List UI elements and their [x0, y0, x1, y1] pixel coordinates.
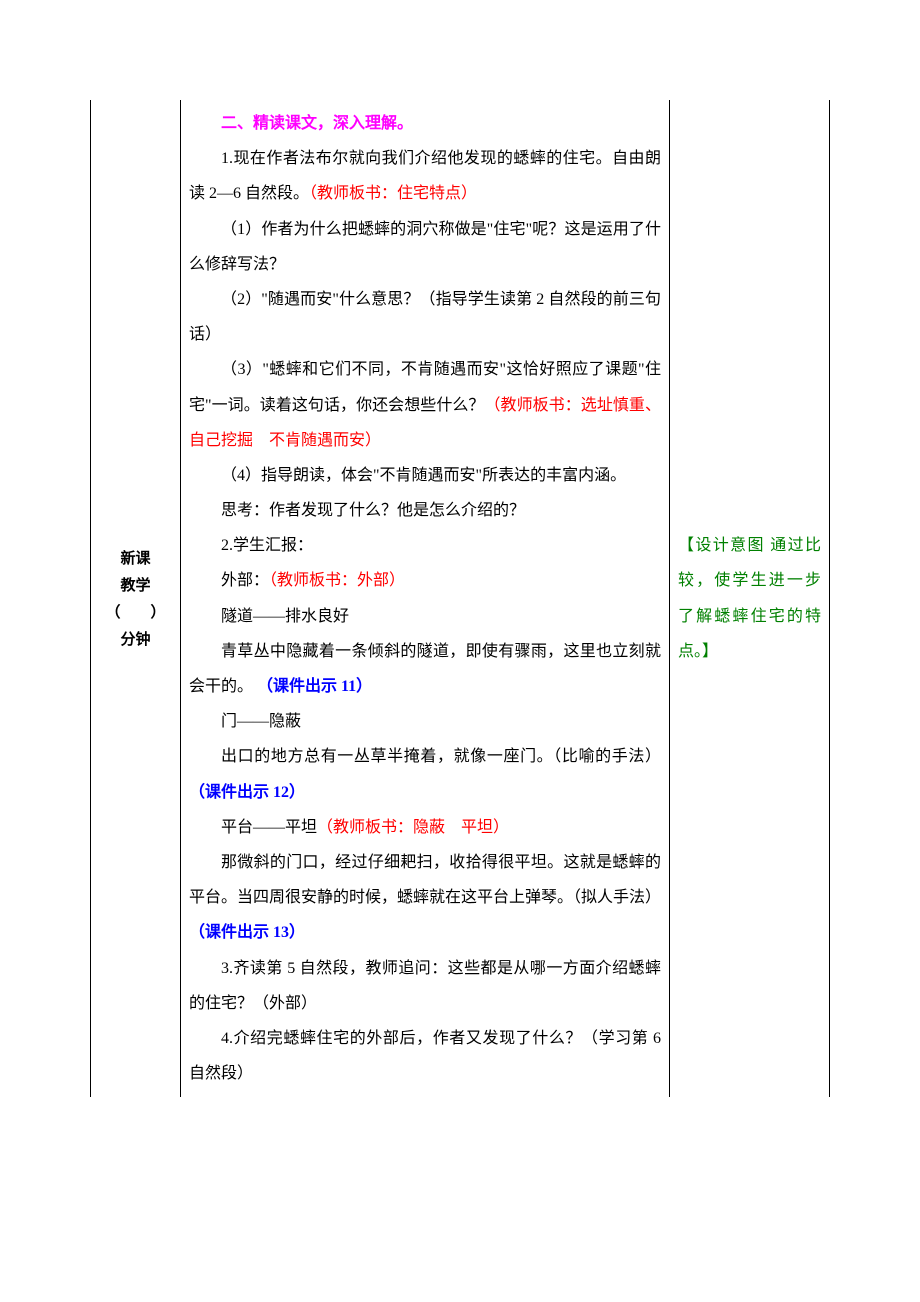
board-note: （教师板书：隐蔽 平坦）	[317, 819, 509, 836]
content-cell: 二、精读课文，深入理解。 1.现在作者法布尔就向我们介绍他发现的蟋蟀的住宅。自由…	[181, 100, 670, 1097]
question-item: （1）作者为什么把蟋蟀的洞穴称做是"住宅"呢？这是运用了什么修辞写法？	[189, 212, 661, 282]
board-note: （教师板书：外部）	[269, 572, 405, 589]
section-heading: 二、精读课文，深入理解。	[189, 106, 661, 141]
question-item: （3）"蟋蟀和它们不同，不肯随遇而安"这恰好照应了课题"住宅"一词。读着这句话，…	[189, 352, 661, 458]
lesson-plan-table: 新课 教学 （ ） 分钟 二、精读课文，深入理解。 1.现在作者法布尔就向我们介…	[90, 100, 830, 1097]
slide-ref: （课件出示 11）	[257, 678, 372, 695]
stage-line: 分钟	[99, 626, 172, 653]
paragraph: 4.介绍完蟋蟀住宅的外部后，作者又发现了什么？（学习第 6 自然段）	[189, 1021, 661, 1091]
paragraph: 1.现在作者法布尔就向我们介绍他发现的蟋蟀的住宅。自由朗读 2—6 自然段。（教…	[189, 141, 661, 211]
feature-item: 平台——平坦（教师板书：隐蔽 平坦）	[189, 810, 661, 845]
heading-text: 二、精读课文，深入理解。	[221, 115, 413, 132]
stage-line: 新课	[99, 545, 172, 572]
feature-desc: 青草丛中隐藏着一条倾斜的隧道，即使有骤雨，这里也立刻就会干的。 （课件出示 11…	[189, 634, 661, 704]
text: 平台——平坦	[221, 819, 317, 836]
think-prompt: 思考：作者发现了什么？他是怎么介绍的？	[189, 493, 661, 528]
stage-line: （ ）	[99, 599, 172, 626]
paragraph: 3.齐读第 5 自然段，教师追问：这些都是从哪一方面介绍蟋蟀的住宅？（外部）	[189, 951, 661, 1021]
feature-desc: 那微斜的门口，经过仔细耙扫，收拾得很平坦。这就是蟋蟀的平台。当四周很安静的时候，…	[189, 845, 661, 951]
design-intent-note: 【设计意图 通过比较，使学生进一步了解蟋蟀住宅的特点。】	[678, 528, 821, 669]
board-note: （教师板书：住宅特点）	[309, 185, 477, 202]
feature-item: 隧道——排水良好	[189, 599, 661, 634]
question-item: （4）指导朗读，体会"不肯随遇而安"所表达的丰富内涵。	[189, 458, 661, 493]
feature-item: 门——隐蔽	[189, 704, 661, 739]
feature-desc: 出口的地方总有一丛草半掩着，就像一座门。（比喻的手法） （课件出示 12）	[189, 739, 661, 809]
table-row: 新课 教学 （ ） 分钟 二、精读课文，深入理解。 1.现在作者法布尔就向我们介…	[91, 100, 830, 1097]
text: 那微斜的门口，经过仔细耙扫，收拾得很平坦。这就是蟋蟀的平台。当四周很安静的时候，…	[189, 854, 661, 906]
design-intent-cell: 【设计意图 通过比较，使学生进一步了解蟋蟀住宅的特点。】	[670, 100, 830, 1097]
question-item: （2）"随遇而安"什么意思？（指导学生读第 2 自然段的前三句话）	[189, 282, 661, 352]
outer-label: 外部：（教师板书：外部）	[189, 563, 661, 598]
text: 外部：	[221, 572, 269, 589]
text: 出口的地方总有一丛草半掩着，就像一座门。（比喻的手法）	[221, 748, 661, 765]
slide-ref: （课件出示 12）	[189, 784, 305, 801]
stage-cell: 新课 教学 （ ） 分钟	[91, 100, 181, 1097]
stage-line: 教学	[99, 572, 172, 599]
slide-ref: （课件出示 13）	[189, 924, 305, 941]
paragraph: 2.学生汇报：	[189, 528, 661, 563]
